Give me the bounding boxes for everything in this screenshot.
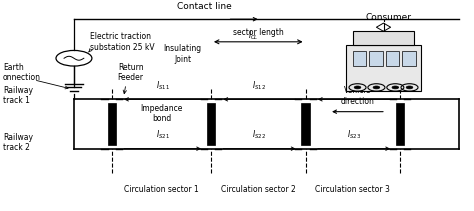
Bar [369, 51, 383, 66]
Bar [108, 103, 116, 145]
Bar [346, 45, 421, 91]
Circle shape [354, 86, 361, 89]
Text: Consumer: Consumer [365, 13, 411, 22]
Text: Earth
onnection: Earth onnection [3, 63, 41, 82]
Text: $I_{S13}$: $I_{S13}$ [347, 80, 361, 92]
Text: Impedance
bond: Impedance bond [140, 104, 182, 123]
Bar [353, 51, 366, 66]
Circle shape [406, 86, 413, 89]
Bar [396, 103, 404, 145]
Text: Electric traction
substation 25 kV: Electric traction substation 25 kV [91, 32, 155, 51]
Text: Circulation sector 1: Circulation sector 1 [124, 185, 199, 194]
Text: $I_{S22}$: $I_{S22}$ [253, 129, 266, 141]
Circle shape [373, 86, 380, 89]
Text: Circulation sector 2: Circulation sector 2 [221, 185, 296, 194]
Text: sector length: sector length [233, 28, 283, 37]
Bar [301, 103, 310, 145]
Text: $I_{S21}$: $I_{S21}$ [155, 129, 170, 141]
Bar [402, 51, 416, 66]
Text: Circulation sector 3: Circulation sector 3 [315, 185, 390, 194]
Bar [353, 31, 414, 45]
Text: Insulating
Joint: Insulating Joint [164, 45, 202, 64]
Text: Contact line: Contact line [176, 2, 231, 11]
Text: Railway
track 1: Railway track 1 [3, 85, 33, 105]
Text: Return
Feeder: Return Feeder [118, 63, 144, 82]
Text: Railway
track 2: Railway track 2 [3, 133, 33, 152]
Circle shape [392, 86, 399, 89]
Bar [207, 103, 215, 145]
Text: $I_{S12}$: $I_{S12}$ [253, 80, 266, 92]
Text: Vehicle
direction: Vehicle direction [341, 86, 374, 106]
Text: $I_{S23}$: $I_{S23}$ [347, 129, 361, 141]
Bar [386, 51, 399, 66]
Text: $I_{S11}$: $I_{S11}$ [155, 80, 170, 92]
Text: $I_{CL}$: $I_{CL}$ [248, 30, 259, 42]
